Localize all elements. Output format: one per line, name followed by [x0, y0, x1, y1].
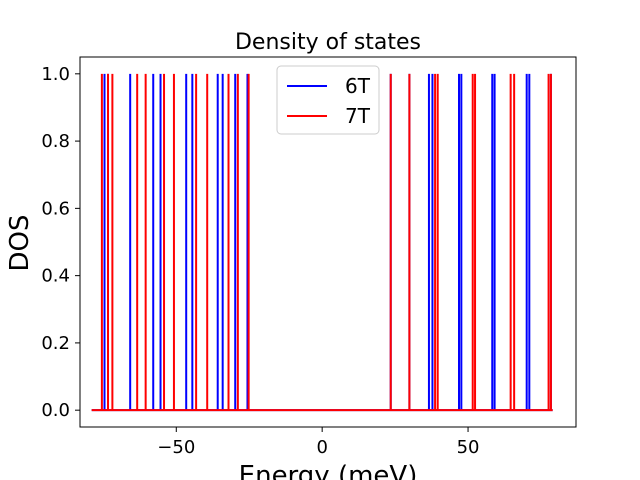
x-tick-label: −50: [157, 437, 195, 458]
x-tick-label: 0: [316, 437, 327, 458]
legend-label-6T: 6T: [345, 74, 371, 98]
y-axis: 0.0 0.2 0.4 0.6 0.8 1.0: [41, 64, 80, 421]
x-axis-label: Energy (meV): [239, 461, 418, 480]
legend-label-7T: 7T: [345, 104, 371, 128]
chart-title: Density of states: [235, 30, 421, 55]
y-tick-label: 1.0: [41, 64, 70, 85]
y-tick-label: 0.4: [41, 266, 70, 287]
y-tick-label: 0.0: [41, 400, 70, 421]
x-tick-label: 50: [457, 437, 480, 458]
x-axis: −50 0 50: [157, 427, 480, 458]
y-axis-label: DOS: [5, 215, 35, 272]
y-tick-label: 0.2: [41, 333, 70, 354]
y-tick-label: 0.8: [41, 131, 70, 152]
series-7T: [91, 73, 553, 412]
plot-frame: [79, 56, 577, 428]
y-tick-label: 0.6: [41, 198, 70, 219]
plot-series: [91, 73, 553, 412]
